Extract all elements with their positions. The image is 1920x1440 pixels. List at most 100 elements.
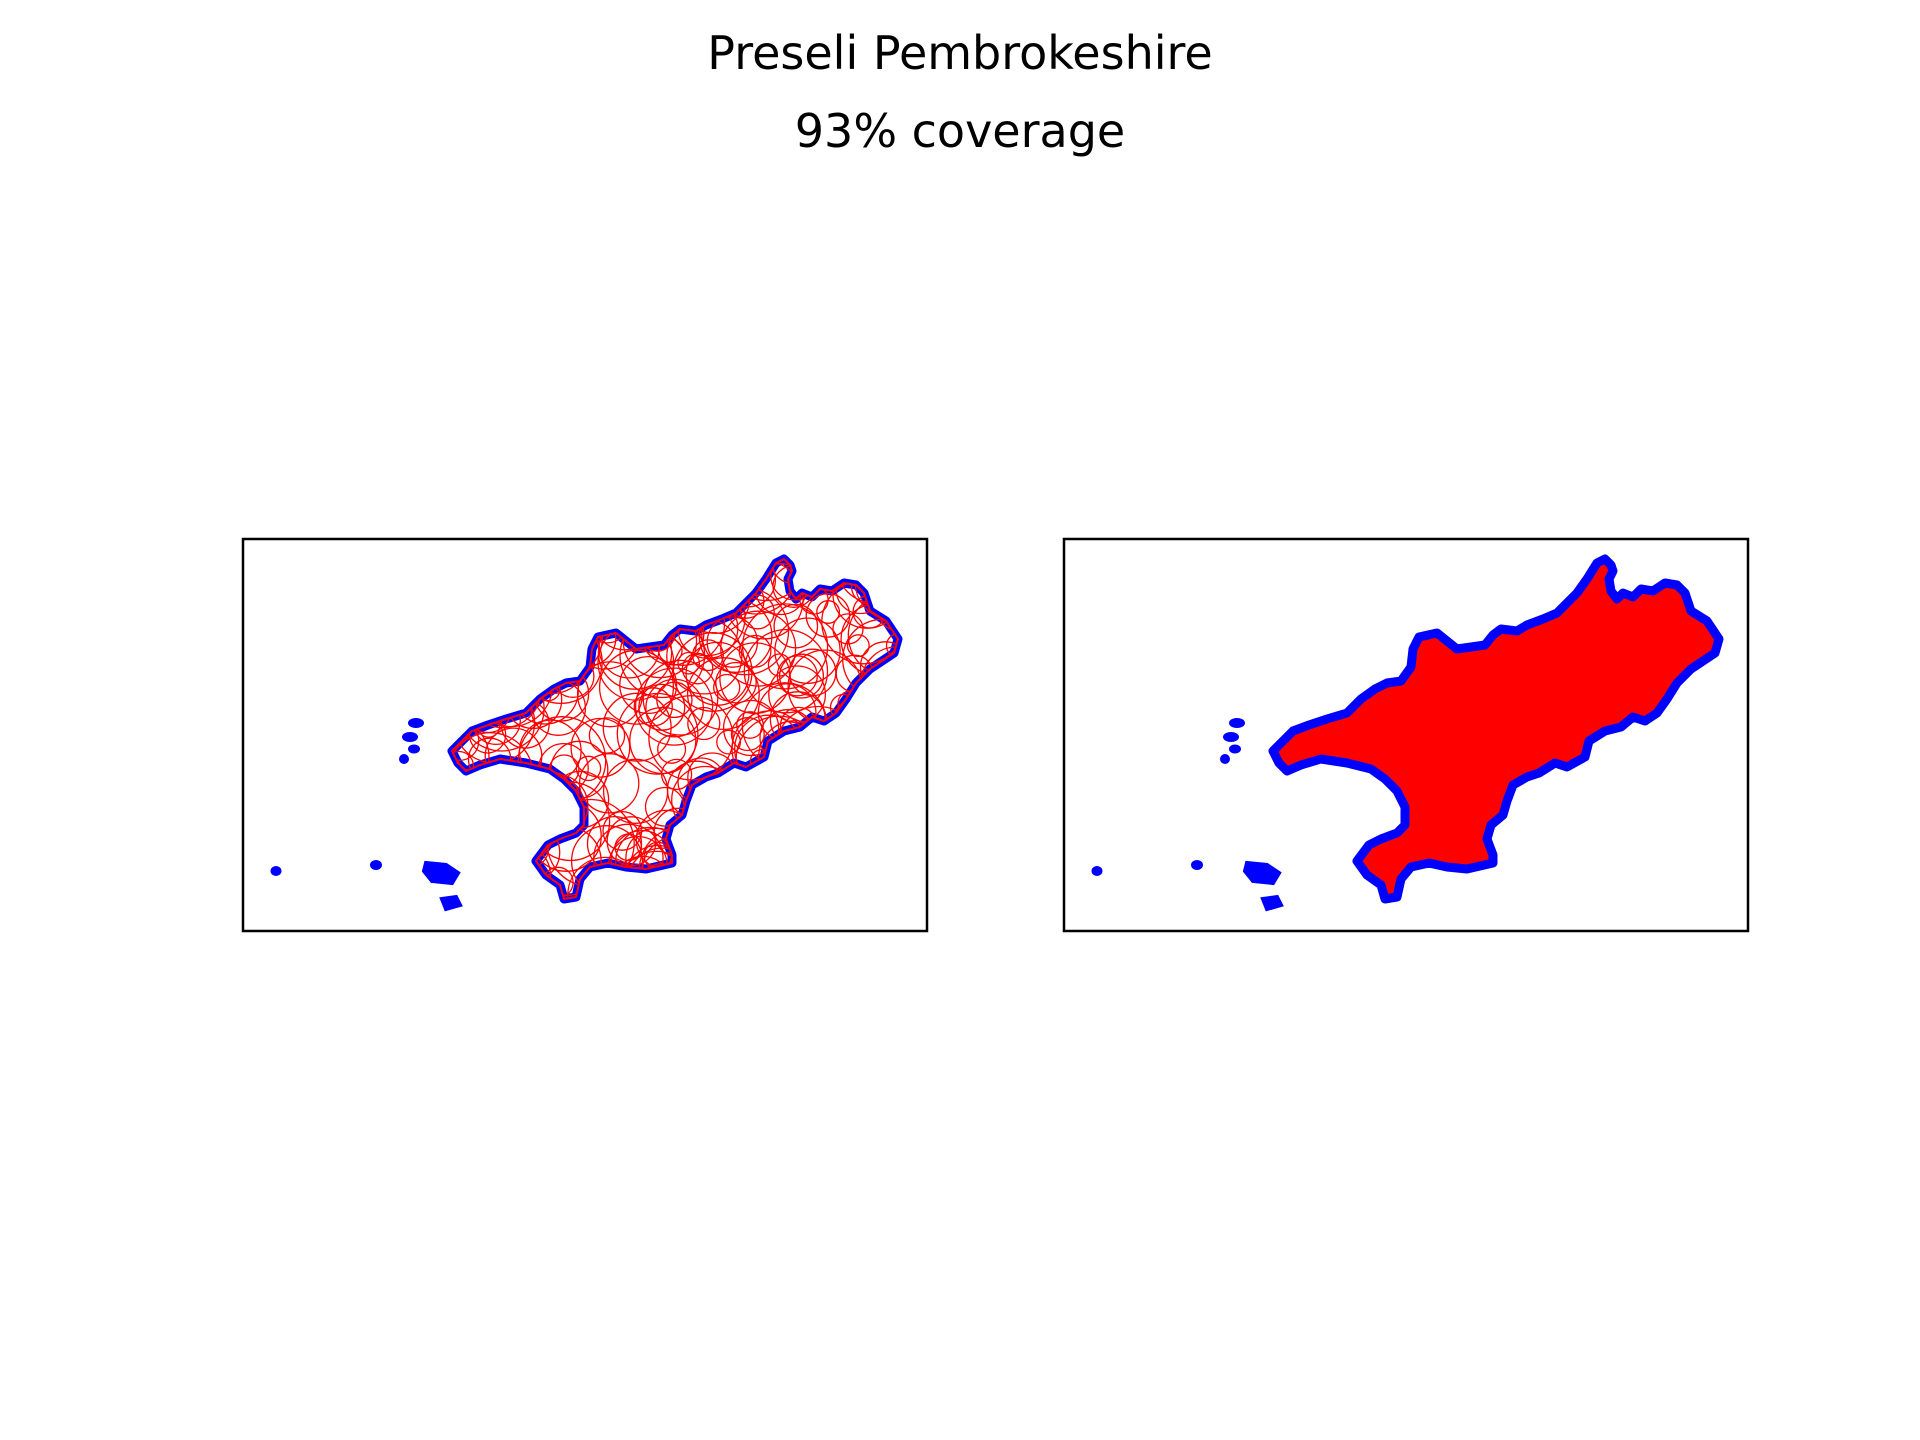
coverage-circle <box>830 732 898 820</box>
coverage-circle <box>629 706 697 775</box>
coverage-circle <box>808 862 857 899</box>
coverage-circle <box>768 665 827 724</box>
coverage-circle <box>735 794 765 824</box>
coverage-circle <box>452 829 513 892</box>
coverage-circle <box>867 813 898 887</box>
coverage-circle <box>619 655 678 715</box>
coverage-circle <box>452 818 465 842</box>
coverage-circle <box>756 756 796 797</box>
circle-coverage-panel <box>241 537 929 933</box>
coverage-circle <box>716 729 742 755</box>
coverage-circle <box>677 651 701 675</box>
coverage-circle <box>505 768 548 810</box>
coverage-circle <box>651 559 685 573</box>
coverage-circle <box>495 659 534 699</box>
coverage-circle <box>534 578 588 632</box>
coverage-circle <box>452 655 497 709</box>
coverage-circle <box>851 837 898 899</box>
coverage-circle <box>649 559 712 612</box>
coverage-circle <box>783 758 818 793</box>
coverage-circle <box>866 745 898 778</box>
coverage-circle <box>452 643 480 690</box>
coverage-circle <box>568 559 637 624</box>
coverage-circle <box>482 766 552 835</box>
coverage-circle <box>474 614 528 669</box>
coverage-circle <box>692 639 724 672</box>
coverage-circle <box>604 559 693 624</box>
coverage-circle <box>765 782 835 852</box>
coverage-circle <box>452 656 471 688</box>
coverage-circle <box>475 636 527 687</box>
coverage-circle <box>653 561 684 592</box>
coverage-circle <box>452 603 495 684</box>
coverage-circle <box>452 791 476 844</box>
coverage-circle <box>477 639 534 695</box>
coverage-circle <box>647 559 694 599</box>
coverage-circle <box>624 559 700 635</box>
coverage-circle <box>769 794 806 832</box>
coverage-circle <box>467 559 502 594</box>
coverage-circle <box>845 719 884 758</box>
coverage-circle <box>452 589 491 676</box>
coverage-circle <box>748 789 771 812</box>
filled-coverage-panel <box>1062 537 1750 933</box>
coverage-circle <box>530 615 578 663</box>
coverage-circle <box>808 872 847 899</box>
coverage-circle <box>796 797 873 874</box>
coverage-circle <box>696 861 720 885</box>
coverage-circle <box>541 595 574 627</box>
coverage-circle <box>483 653 512 682</box>
coverage-circle <box>856 676 898 765</box>
coverage-circle <box>830 861 878 899</box>
coverage-circle <box>716 764 801 848</box>
coverage-circle <box>452 802 479 854</box>
coverage-circle <box>893 559 898 570</box>
coverage-circle <box>624 844 691 899</box>
coverage-circle <box>483 610 540 667</box>
coverage-circle <box>452 615 500 671</box>
left-islands <box>270 718 462 911</box>
coverage-circle <box>456 559 534 614</box>
coverage-circle <box>776 655 818 697</box>
figure-subtitle: 93% coverage <box>794 104 1126 158</box>
coverage-circle <box>487 793 533 839</box>
coverage-circle <box>736 711 764 739</box>
coverage-circle <box>835 809 898 892</box>
coverage-circle <box>463 858 502 896</box>
coverage-circle <box>478 624 543 690</box>
coverage-circle <box>739 594 775 630</box>
coverage-circle <box>463 685 493 715</box>
coverage-circle <box>696 559 737 597</box>
coverage-circle <box>715 559 797 615</box>
coverage-circle <box>461 634 512 686</box>
coverage-circle <box>486 577 520 611</box>
coverage-circle <box>514 619 590 695</box>
coverage-circle <box>490 582 535 627</box>
coverage-circle <box>725 559 808 602</box>
coverage-circle <box>682 786 752 856</box>
coverage-circle <box>473 793 506 826</box>
coverage-circle <box>839 738 888 787</box>
coverage-circle <box>766 850 819 899</box>
coverage-circle <box>855 874 883 899</box>
coverage-circle <box>848 790 898 875</box>
coverage-circle <box>834 699 872 737</box>
coverage-circle <box>774 617 841 684</box>
coverage-circle <box>763 797 832 866</box>
coverage-circle <box>671 837 725 891</box>
coverage-circle <box>704 812 767 875</box>
coverage-circle <box>872 847 898 885</box>
coverage-circle <box>812 832 844 864</box>
coverage-circle <box>454 559 513 590</box>
coverage-circle <box>494 801 555 862</box>
coverage-circle <box>511 561 544 594</box>
coverage-circle <box>759 884 782 899</box>
coverage-circle <box>602 810 643 851</box>
right-panel-frame <box>1062 537 1750 933</box>
coverage-circle <box>736 787 808 859</box>
coverage-circle <box>741 788 764 811</box>
coverage-circle <box>464 574 498 609</box>
coverage-circle <box>602 692 672 762</box>
coverage-circle <box>488 846 527 885</box>
coverage-circle <box>714 848 795 899</box>
